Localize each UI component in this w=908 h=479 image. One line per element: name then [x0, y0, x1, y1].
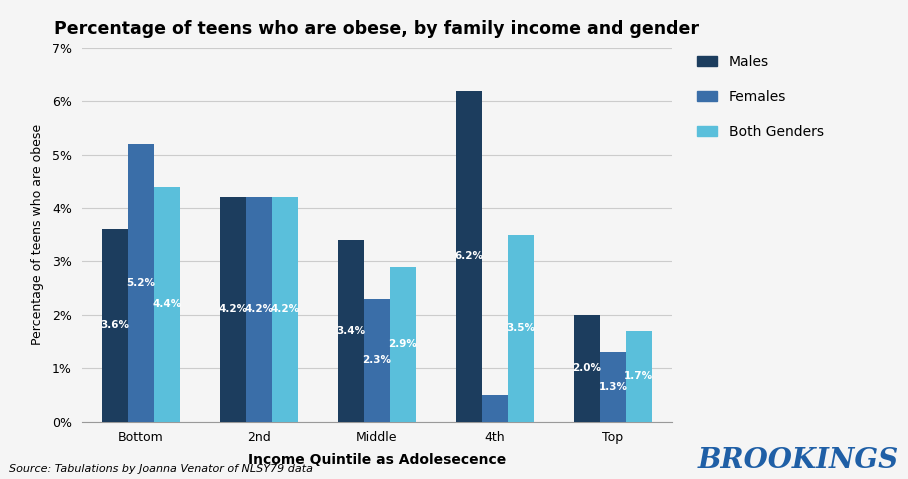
Text: 4.2%: 4.2%: [218, 305, 247, 314]
Text: 4.2%: 4.2%: [271, 305, 300, 314]
Bar: [456, 91, 482, 422]
Text: 5.2%: 5.2%: [126, 278, 155, 288]
Bar: [364, 299, 390, 422]
X-axis label: Income Quintile as Adolesecence: Income Quintile as Adolesecence: [248, 453, 506, 467]
Bar: [482, 395, 508, 422]
Text: 4.2%: 4.2%: [244, 305, 273, 314]
Bar: [246, 197, 271, 422]
Bar: [153, 187, 180, 422]
Text: 1.7%: 1.7%: [625, 371, 654, 381]
Bar: [128, 144, 153, 422]
Text: 3.5%: 3.5%: [507, 323, 536, 333]
Bar: [220, 197, 246, 422]
Text: 6.2%: 6.2%: [454, 251, 483, 261]
Text: 2.9%: 2.9%: [389, 339, 418, 349]
Text: 2.0%: 2.0%: [572, 363, 601, 373]
Bar: [271, 197, 298, 422]
Title: Percentage of teens who are obese, by family income and gender: Percentage of teens who are obese, by fa…: [54, 20, 699, 38]
Text: 1.3%: 1.3%: [598, 382, 627, 392]
Bar: [626, 331, 652, 422]
Y-axis label: Percentage of teens who are obese: Percentage of teens who are obese: [31, 124, 44, 345]
Text: BROOKINGS: BROOKINGS: [697, 447, 899, 474]
Bar: [574, 315, 600, 422]
Bar: [600, 352, 626, 422]
Bar: [390, 267, 416, 422]
Text: 3.4%: 3.4%: [336, 326, 365, 336]
Bar: [102, 229, 128, 422]
Text: 4.4%: 4.4%: [152, 299, 182, 309]
Text: Source: Tabulations by Joanna Venator of NLSY79 data: Source: Tabulations by Joanna Venator of…: [9, 464, 313, 474]
Bar: [338, 240, 364, 422]
Bar: [508, 235, 534, 422]
Text: 2.3%: 2.3%: [362, 355, 391, 365]
Text: 3.6%: 3.6%: [100, 320, 129, 331]
Legend: Males, Females, Both Genders: Males, Females, Both Genders: [696, 55, 824, 138]
